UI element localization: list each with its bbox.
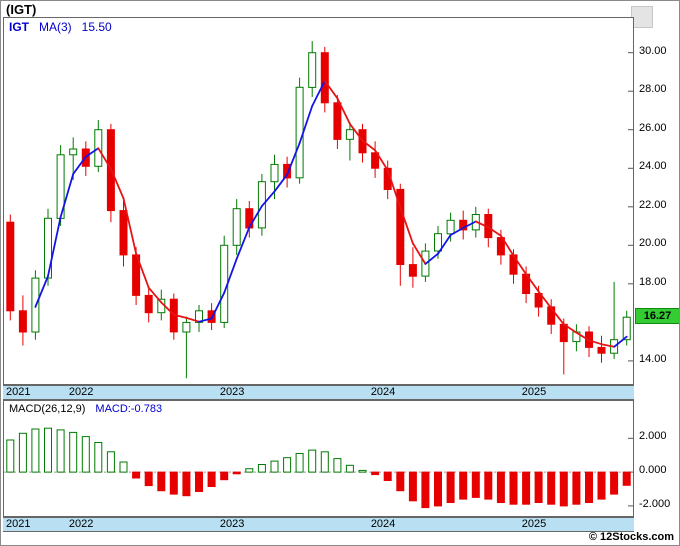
price-axis-label: 18.00: [639, 275, 667, 288]
year-label: 2023: [219, 386, 245, 398]
year-label: 2021: [6, 386, 31, 398]
macd-plot: MACD(26,12,9) MACD:-0.783: [3, 400, 634, 517]
price-plot: IGT MA(3) 15.50: [3, 17, 634, 385]
x-axis-band-bottom: 2021 2022 2023 2024 2025: [3, 517, 634, 532]
macd-axis-label: -2.000: [639, 497, 671, 510]
legend-symbol: IGT: [9, 20, 29, 34]
price-axis-label: 20.00: [639, 237, 667, 250]
x-axis-band-top: 2021 2022 2023 2024 2025: [3, 385, 634, 400]
price-axis: 30.00 28.00 26.00 24.00 22.00 20.00 18.00 14.00: [637, 17, 679, 385]
macd-axis-label: 2.000: [639, 430, 667, 443]
year-label: 2025: [521, 386, 547, 398]
macd-chart-svg: [4, 427, 633, 509]
year-label: 2022: [68, 386, 94, 398]
year-label: 2024: [370, 386, 396, 398]
price-axis-label: 26.00: [639, 121, 667, 134]
macd-legend: MACD(26,12,9) MACD:-0.783: [9, 403, 172, 415]
price-axis-label: 22.00: [639, 198, 667, 211]
macd-axis-label: 0.000: [639, 464, 667, 477]
price-axis-label: 24.00: [639, 160, 667, 173]
legend-ma-label: MA(3): [39, 20, 72, 34]
macd-label: MACD(26,12,9): [9, 403, 86, 415]
price-chart-svg: [6, 41, 633, 379]
price-axis-label: 14.00: [639, 352, 667, 365]
price-legend: IGT MA(3) 15.50: [9, 20, 122, 34]
last-price-badge: 16.27: [635, 308, 679, 325]
macd-value: MACD:-0.783: [95, 403, 163, 415]
legend-ma-value: 15.50: [81, 20, 112, 34]
year-label: 2023: [219, 518, 245, 530]
symbol-title: (IGT): [6, 2, 37, 17]
year-label: 2024: [370, 518, 396, 530]
year-label: 2021: [6, 518, 31, 530]
price-axis-label: 28.00: [639, 83, 667, 96]
year-label: 2022: [68, 518, 94, 530]
copyright-link[interactable]: © 12Stocks.com: [588, 531, 674, 543]
price-axis-label: 30.00: [639, 44, 667, 57]
macd-axis: 2.000 0.000 -2.000: [637, 400, 679, 517]
year-label: 2025: [521, 518, 547, 530]
